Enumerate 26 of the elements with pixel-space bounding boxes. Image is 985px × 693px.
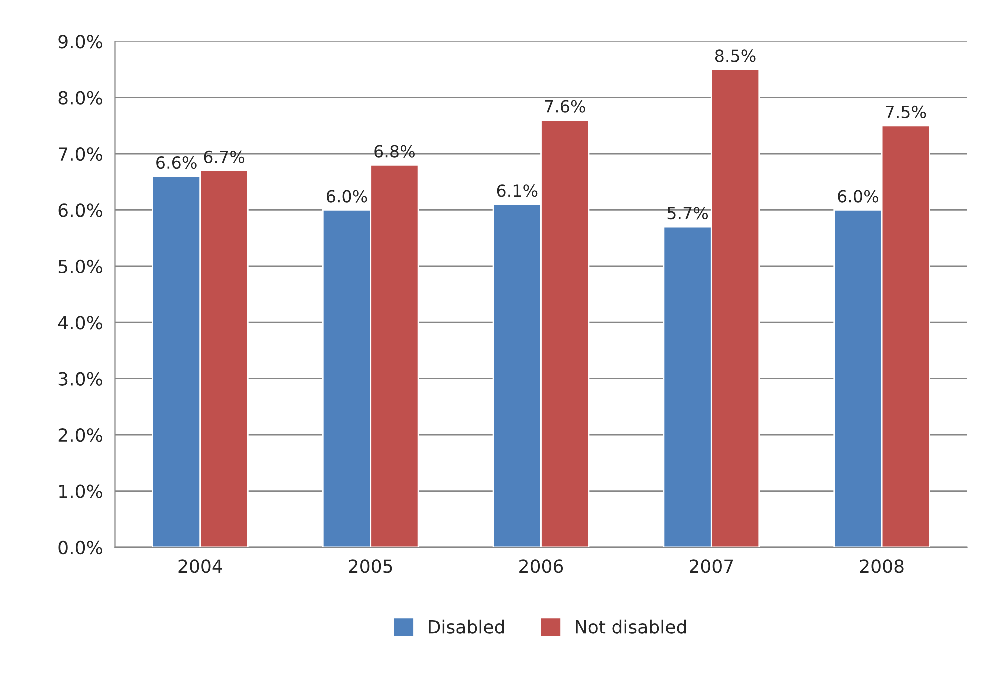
y-tick-label: 3.0% (58, 372, 102, 386)
y-tick-label: 0.0% (58, 540, 102, 555)
x-tick-label: 2005 (349, 560, 392, 574)
y-tick-label: 2.0% (58, 428, 102, 442)
data-label: 7.5% (886, 106, 926, 118)
x-tick-label: 2008 (860, 560, 904, 574)
data-label: 6.6% (156, 156, 197, 170)
legend-label: Not disabled (576, 620, 686, 634)
y-tick-label: 1.0% (60, 484, 102, 498)
data-label: 6.7% (204, 150, 245, 164)
y-tick-label: 5.0% (58, 260, 102, 274)
x-tick-label: 2006 (520, 560, 564, 574)
y-tick-label: 9.0% (58, 35, 102, 49)
y-tick-label: 7.0% (59, 147, 102, 162)
data-label: 5.7% (668, 207, 708, 220)
data-label: 8.5% (715, 50, 756, 62)
legend-label: Disabled (429, 620, 504, 634)
y-tick-label: 8.0% (58, 91, 102, 105)
x-tick-label: 2004 (178, 560, 222, 574)
x-tick-label: 2007 (690, 560, 734, 574)
data-label: 6.0% (838, 190, 878, 203)
data-label: 6.1% (497, 184, 538, 198)
y-tick-label: 6.0% (58, 204, 102, 218)
data-label: 6.0% (326, 190, 368, 203)
data-label: 7.6% (545, 100, 586, 113)
y-tick-label: 4.0% (58, 316, 102, 330)
